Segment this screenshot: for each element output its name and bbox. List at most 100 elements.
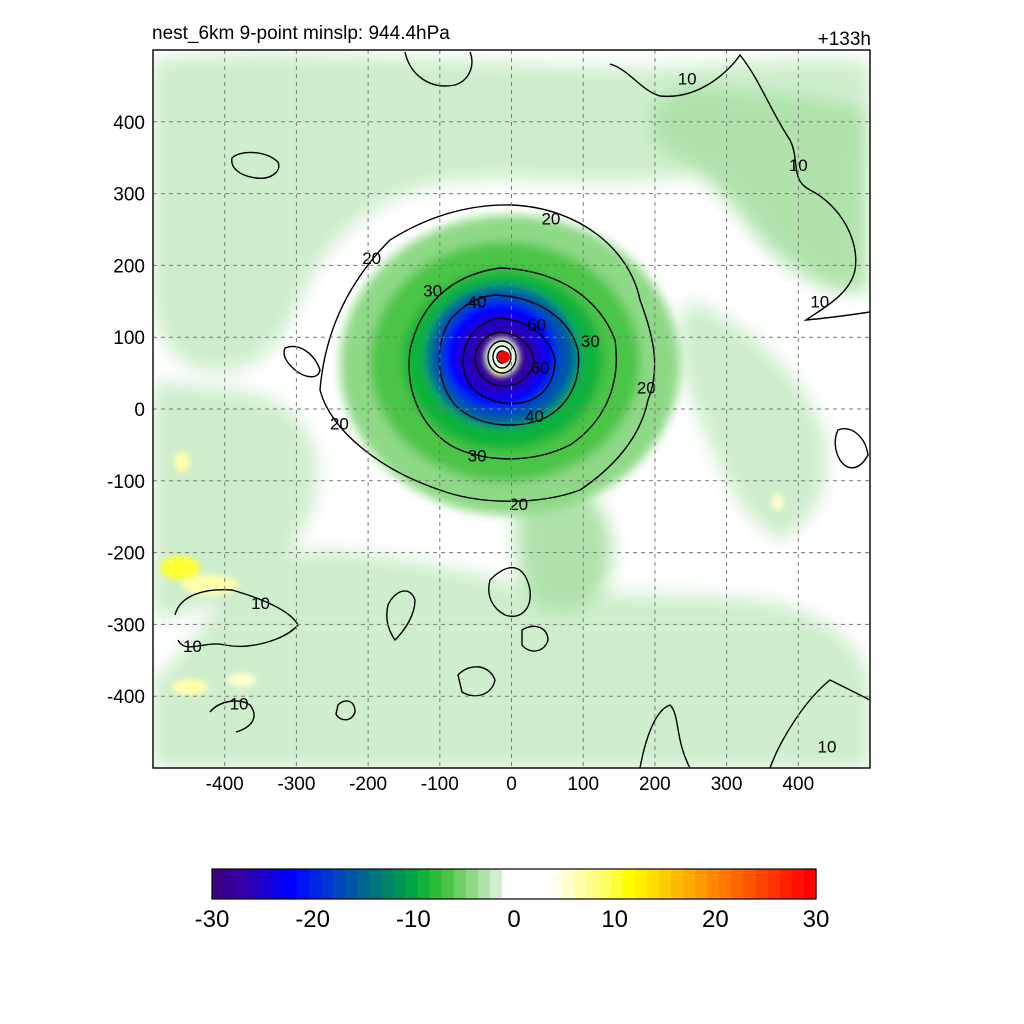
colorbar-cell — [767, 869, 781, 899]
x-axis-ticks: -400 -300 -200 -100 0 100 200 300 400 — [206, 774, 814, 795]
x-tick-label: 400 — [782, 774, 814, 795]
y-tick-label: -200 — [107, 544, 145, 565]
plot-frame — [152, 49, 871, 769]
colorbar-cell — [574, 869, 588, 899]
contour-50 — [462, 317, 556, 405]
y-tick-label: 200 — [113, 256, 145, 277]
contour-label: 50 — [527, 315, 546, 334]
colorbar-cell — [248, 869, 261, 899]
colorbar-cell — [695, 869, 708, 899]
colorbar-cell — [441, 869, 455, 899]
contour-10-west-cell — [283, 345, 321, 378]
colorbar-cell — [212, 869, 225, 899]
yellow-patch-2 — [182, 575, 238, 595]
colorbar-cell — [514, 869, 527, 899]
colorbar-cell — [707, 869, 720, 899]
contour-label: 20 — [637, 378, 656, 397]
colorbar-cell — [526, 869, 539, 899]
colorbar-cell — [538, 869, 551, 899]
storm-center-marker — [498, 351, 510, 363]
x-tick-label: 200 — [639, 774, 671, 795]
colorbar-cell — [489, 869, 503, 899]
contour-label: 10 — [678, 70, 697, 89]
y-axis-ticks: 400 300 200 100 0 -100 -200 -300 -400 — [107, 113, 145, 708]
colorbar-frame — [211, 868, 817, 900]
colorbar-cell — [743, 869, 757, 899]
yellow-patch-4 — [228, 673, 256, 687]
contour-label: 10 — [818, 737, 837, 756]
contour-label: 30 — [581, 332, 600, 351]
contour-10-south-3 — [521, 625, 549, 652]
colorbar-tick-label: 10 — [601, 906, 628, 933]
contour-label: 20 — [509, 495, 528, 514]
contour-20 — [319, 204, 656, 502]
colorbar-cell — [610, 869, 624, 899]
rainband-northeast — [650, 85, 868, 292]
x-tick-label: -300 — [277, 774, 315, 795]
contour-label: 10 — [230, 694, 249, 713]
colorbar-cell — [284, 869, 298, 899]
colorbar-cell — [465, 869, 479, 899]
contour-10-east-cell — [834, 428, 869, 469]
colorbar-cell — [755, 869, 769, 899]
x-tick-label: -400 — [206, 774, 244, 795]
colorbar-cell — [622, 869, 636, 899]
contour-10-northeast — [609, 53, 870, 321]
contour-10-south-1 — [386, 590, 416, 642]
colorbar-cell — [598, 869, 612, 899]
colorbar-cell — [417, 869, 431, 899]
y-tick-label: 0 — [134, 400, 145, 421]
contour-eye-1 — [487, 340, 517, 374]
colorbar-cell — [683, 869, 696, 899]
colorbar-tick-label: 20 — [702, 906, 729, 933]
contour-label: 10 — [183, 637, 202, 656]
colorbar-cell — [429, 869, 443, 899]
y-tick-label: 100 — [113, 328, 145, 349]
colorbar-cell — [236, 869, 249, 899]
contour-10-sw-2 — [209, 700, 255, 733]
x-tick-label: -100 — [421, 774, 459, 795]
chart-title: nest_6km 9-point minslp: 944.4hPa — [152, 23, 450, 44]
colorbar-cell — [731, 869, 745, 899]
colorbar-tick-label: 0 — [507, 906, 520, 933]
colorbar-cell — [260, 869, 273, 899]
colorbar-cell — [562, 869, 575, 899]
colorbar-cell — [320, 869, 334, 899]
colorbar-cell — [719, 869, 733, 899]
forecast-hour-label: +133h — [818, 29, 871, 50]
y-tick-label: -400 — [107, 687, 145, 708]
contour-10-sw — [174, 588, 299, 648]
colorbar-cell — [393, 869, 406, 899]
contour-label: 20 — [362, 249, 381, 268]
contour-label: 10 — [251, 594, 270, 613]
contour-label: 30 — [468, 447, 487, 466]
colorbar-cell — [477, 869, 491, 899]
colorbar-cell — [272, 869, 286, 899]
colorbar-cell — [405, 869, 418, 899]
contour-40 — [438, 294, 580, 426]
colorbar-tick-label: -30 — [195, 906, 230, 933]
contour-label: 40 — [468, 292, 487, 311]
colorbar-tick-labels: -30 -20 -10 0 10 20 30 — [195, 906, 830, 933]
contour-10-southeast — [639, 704, 691, 768]
colorbar-tick-label: -10 — [396, 906, 431, 933]
colorbar-cell — [658, 869, 672, 899]
x-tick-label: 100 — [567, 774, 599, 795]
yellow-patch-6 — [772, 494, 784, 510]
contour-10-south-2 — [488, 567, 531, 617]
x-tick-label: 0 — [506, 774, 517, 795]
contour-lines — [174, 51, 870, 768]
contour-10-nw-cell — [231, 151, 280, 179]
y-tick-label: 400 — [113, 113, 145, 134]
contour-10-south-4 — [457, 666, 496, 697]
yellow-patch-5 — [174, 452, 190, 472]
colorbar-cell — [381, 869, 394, 899]
colorbar-cell — [791, 869, 805, 899]
colorbar-cell — [586, 869, 600, 899]
contour-label: 20 — [541, 210, 560, 229]
colorbar-tick-label: 30 — [803, 906, 830, 933]
colorbar-cell — [296, 869, 310, 899]
